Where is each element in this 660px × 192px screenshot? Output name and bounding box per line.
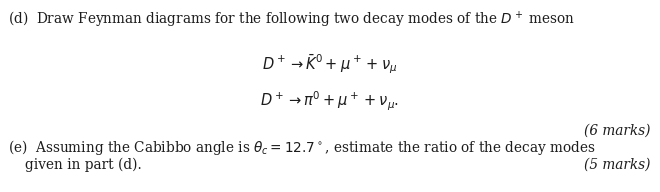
Text: (6 marks): (6 marks) (583, 124, 650, 138)
Text: $D^+ \rightarrow \bar{K}^0 + \mu^+ + \nu_\mu$: $D^+ \rightarrow \bar{K}^0 + \mu^+ + \nu… (263, 52, 397, 76)
Text: $D^+ \rightarrow \pi^0 + \mu^+ + \nu_\mu.$: $D^+ \rightarrow \pi^0 + \mu^+ + \nu_\mu… (261, 90, 399, 113)
Text: given in part (d).: given in part (d). (25, 158, 142, 172)
Text: (e)  Assuming the Cabibbo angle is $\theta_c = 12.7^\circ$, estimate the ratio o: (e) Assuming the Cabibbo angle is $\thet… (8, 138, 596, 157)
Text: (5 marks): (5 marks) (583, 158, 650, 172)
Text: (d)  Draw Feynman diagrams for the following two decay modes of the $D^+$ meson: (d) Draw Feynman diagrams for the follow… (8, 10, 576, 30)
